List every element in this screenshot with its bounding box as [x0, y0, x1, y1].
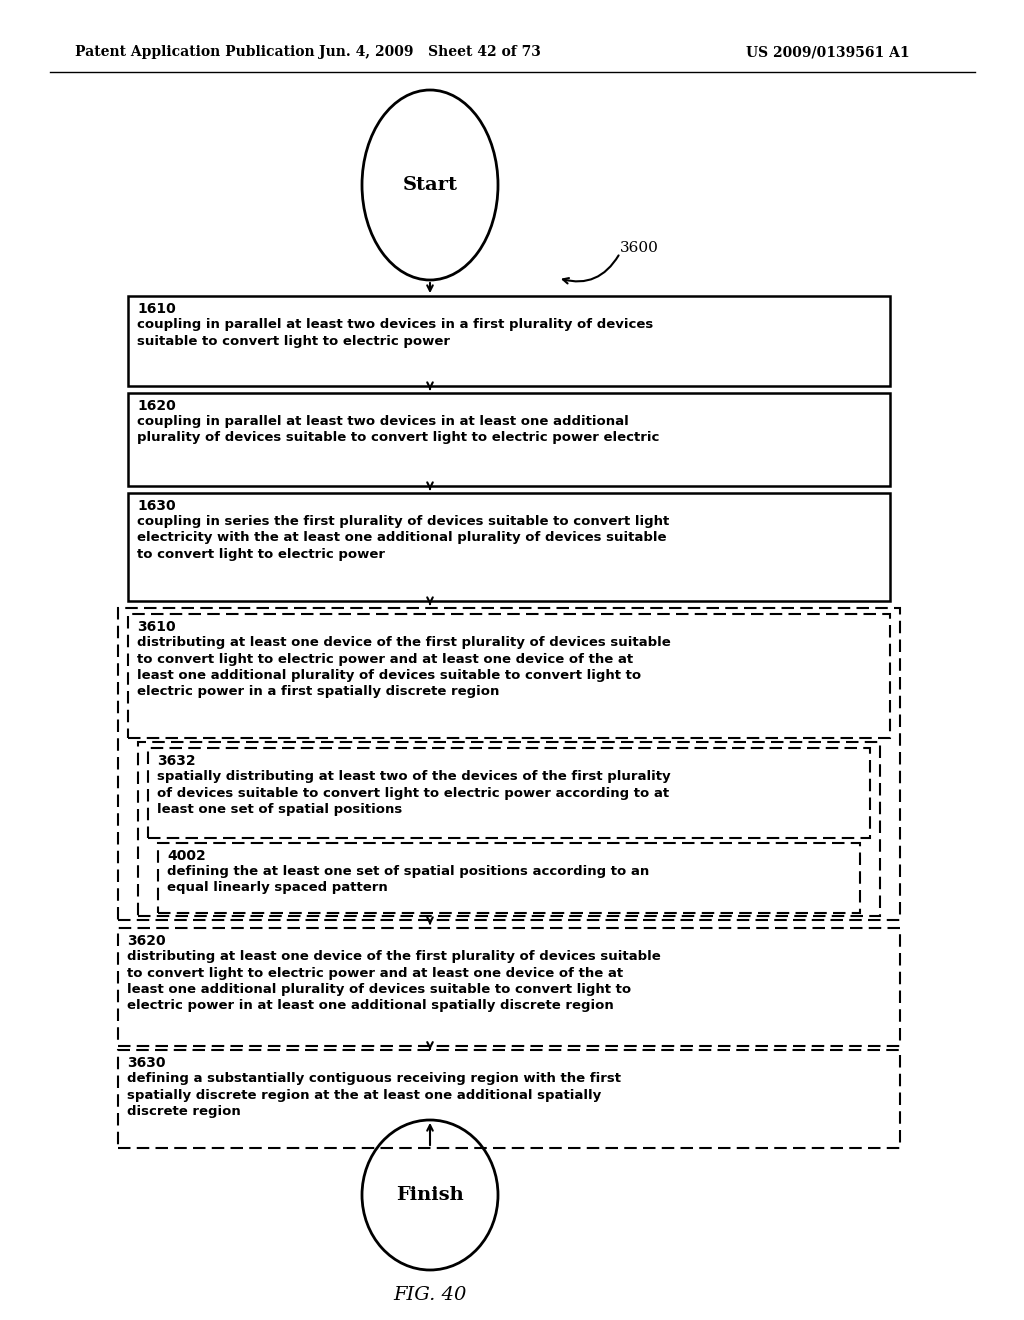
FancyBboxPatch shape [128, 296, 890, 385]
Text: defining a substantially contiguous receiving region with the first
spatially di: defining a substantially contiguous rece… [127, 1072, 621, 1118]
Text: 3632: 3632 [157, 754, 196, 768]
FancyBboxPatch shape [138, 742, 880, 916]
Text: Start: Start [402, 176, 458, 194]
Text: 1620: 1620 [137, 399, 176, 413]
Text: 3610: 3610 [137, 620, 176, 634]
FancyBboxPatch shape [128, 492, 890, 601]
Text: Finish: Finish [396, 1185, 464, 1204]
FancyBboxPatch shape [118, 1049, 900, 1148]
Text: FIG. 40: FIG. 40 [393, 1286, 467, 1304]
FancyBboxPatch shape [128, 614, 890, 738]
Text: 1610: 1610 [137, 302, 176, 315]
FancyBboxPatch shape [158, 843, 860, 913]
Text: US 2009/0139561 A1: US 2009/0139561 A1 [746, 45, 910, 59]
Text: spatially distributing at least two of the devices of the first plurality
of dev: spatially distributing at least two of t… [157, 770, 671, 816]
Text: 4002: 4002 [167, 849, 206, 863]
Text: defining the at least one set of spatial positions according to an
equal linearl: defining the at least one set of spatial… [167, 865, 649, 895]
Text: distributing at least one device of the first plurality of devices suitable
to c: distributing at least one device of the … [137, 636, 671, 698]
Text: 3620: 3620 [127, 935, 166, 948]
FancyBboxPatch shape [148, 748, 870, 838]
Text: Patent Application Publication: Patent Application Publication [75, 45, 314, 59]
Text: coupling in series the first plurality of devices suitable to convert light
elec: coupling in series the first plurality o… [137, 515, 670, 561]
Text: distributing at least one device of the first plurality of devices suitable
to c: distributing at least one device of the … [127, 950, 660, 1012]
Text: Jun. 4, 2009   Sheet 42 of 73: Jun. 4, 2009 Sheet 42 of 73 [319, 45, 541, 59]
Text: 3600: 3600 [620, 242, 658, 255]
Text: 1630: 1630 [137, 499, 176, 513]
Text: coupling in parallel at least two devices in a first plurality of devices
suitab: coupling in parallel at least two device… [137, 318, 653, 347]
FancyBboxPatch shape [118, 609, 900, 920]
FancyBboxPatch shape [128, 393, 890, 486]
FancyBboxPatch shape [118, 928, 900, 1045]
Text: coupling in parallel at least two devices in at least one additional
plurality o: coupling in parallel at least two device… [137, 414, 659, 445]
Text: 3630: 3630 [127, 1056, 166, 1071]
